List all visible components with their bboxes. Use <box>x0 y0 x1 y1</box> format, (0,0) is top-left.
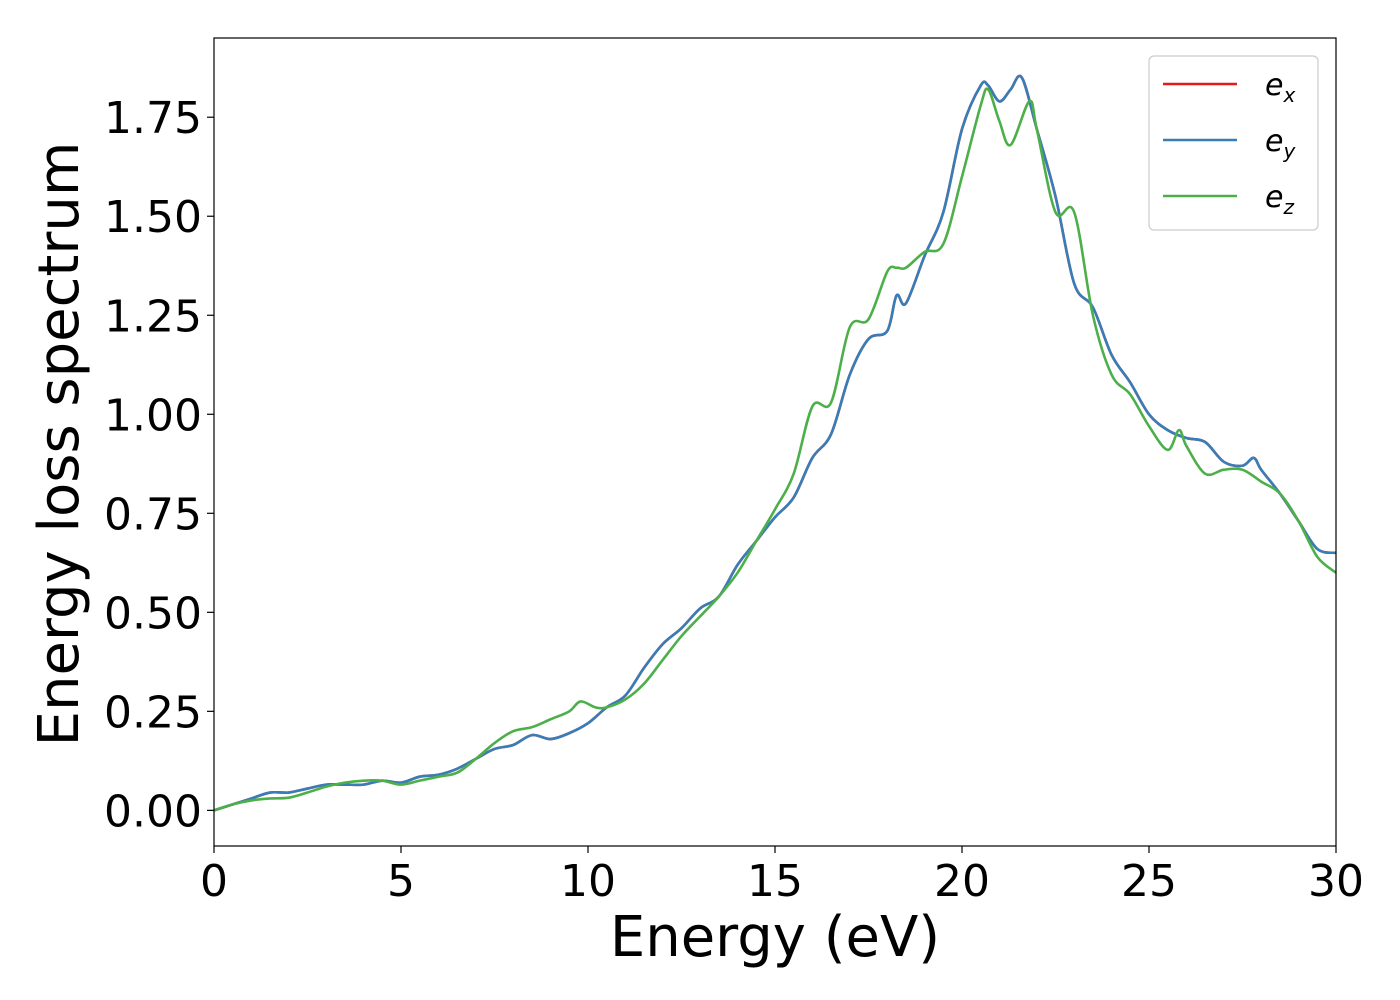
series-line-e_z <box>213 87 1337 812</box>
x-tick-label: 5 <box>387 856 415 907</box>
x-tick-label: 0 <box>200 856 228 907</box>
legend-label-e_y: ey <box>1265 124 1296 163</box>
legend-label-e_x: ex <box>1265 68 1295 107</box>
y-tick-label: 1.25 <box>104 291 202 342</box>
series-layer <box>213 74 1337 812</box>
x-axis: 0 5 10 15 20 25 30 <box>200 846 1364 907</box>
series-line-e_y <box>213 74 1337 812</box>
x-tick-label: 25 <box>1121 856 1177 907</box>
legend-label-e_z: ez <box>1265 180 1294 219</box>
y-axis: 0.00 0.25 0.50 0.75 1.00 1.25 1.50 1.75 <box>104 93 214 837</box>
x-tick-label: 20 <box>934 856 990 907</box>
x-axis-title: Energy (eV) <box>610 905 940 970</box>
y-tick-label: 1.00 <box>104 390 202 441</box>
y-tick-label: 0.75 <box>104 489 202 540</box>
y-tick-label: 0.00 <box>104 786 202 837</box>
x-tick-label: 10 <box>560 856 616 907</box>
legend: ex ey ez <box>1148 55 1319 231</box>
x-tick-label: 15 <box>747 856 803 907</box>
x-tick-label: 30 <box>1308 856 1364 907</box>
legend-box <box>1148 55 1319 231</box>
y-tick-label: 1.50 <box>104 192 202 243</box>
y-tick-label: 1.75 <box>104 93 202 144</box>
y-axis-title: Energy loss spectrum <box>27 142 92 747</box>
y-tick-label: 0.25 <box>104 687 202 738</box>
y-tick-label: 0.50 <box>104 588 202 639</box>
